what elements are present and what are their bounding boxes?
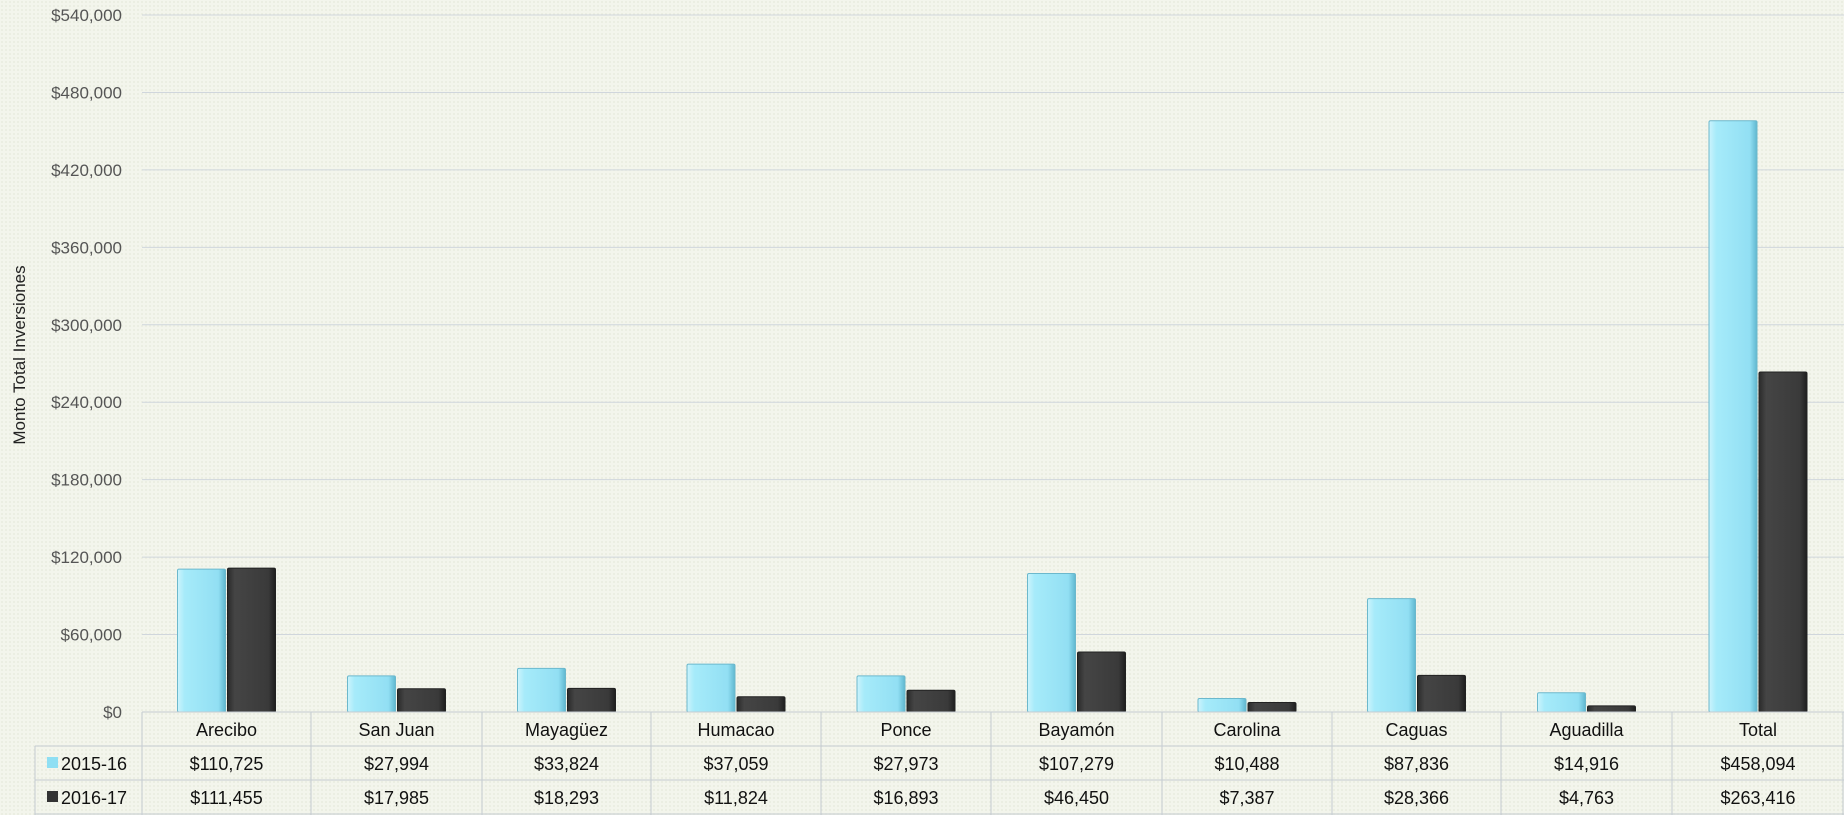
bar-2015-16-Bayamón <box>1027 573 1076 713</box>
category-label: Carolina <box>1213 720 1281 740</box>
data-table-cell: $111,455 <box>190 788 262 808</box>
category-label: Ponce <box>880 720 931 740</box>
data-table-cell: $87,836 <box>1384 754 1449 774</box>
bar-2015-16-Arecibo <box>177 568 226 713</box>
data-table-cell: $263,416 <box>1720 788 1795 808</box>
bar-2016-17-Carolina <box>1247 701 1297 713</box>
bars <box>142 120 1844 713</box>
gridlines <box>142 14 1844 636</box>
data-table-cell: $4,763 <box>1559 788 1614 808</box>
y-tick-label: $300,000 <box>51 316 122 335</box>
category-label: Aguadilla <box>1549 720 1624 740</box>
data-table-cell: $27,973 <box>873 754 938 774</box>
category-label: Arecibo <box>196 720 257 740</box>
data-table-cell: $18,293 <box>534 788 599 808</box>
data-table-cell: $458,094 <box>1720 754 1795 774</box>
data-table-cell: $17,985 <box>364 788 429 808</box>
data-table-cell: $14,916 <box>1554 754 1619 774</box>
bar-2016-17-Mayagüez <box>567 687 616 713</box>
bar-2016-17-Arecibo <box>227 567 276 713</box>
data-table-cell: $16,893 <box>873 788 938 808</box>
bar-2015-16-Caguas <box>1367 598 1416 713</box>
y-tick-label: $60,000 <box>61 626 122 645</box>
bar-2016-17-Total <box>1758 371 1808 713</box>
data-table-cell: $10,488 <box>1214 754 1279 774</box>
category-label: Bayamón <box>1038 720 1114 740</box>
data-table-cell: $107,279 <box>1039 754 1114 774</box>
data-table-cell: $110,725 <box>190 754 264 774</box>
y-tick-label: $420,000 <box>51 161 122 180</box>
y-tick-label: $0 <box>103 703 122 722</box>
y-tick-label: $240,000 <box>51 393 122 412</box>
bar-2015-16-Mayagüez <box>517 667 566 713</box>
data-table-cell: $46,450 <box>1044 788 1109 808</box>
bar-2015-16-Carolina <box>1197 697 1247 713</box>
data-table-cell: $11,824 <box>704 788 768 808</box>
bar-2016-17-Bayamón <box>1077 651 1126 713</box>
data-table-cell: $27,994 <box>364 754 429 774</box>
y-axis-label: Monto Total Inversiones <box>10 265 29 444</box>
y-tick-label: $360,000 <box>51 238 122 257</box>
bar-2016-17-Aguadilla <box>1587 705 1636 713</box>
bar-2016-17-Humacao <box>736 696 786 713</box>
bar-2016-17-Caguas <box>1417 674 1466 713</box>
bar-2016-17-San Juan <box>397 688 446 713</box>
legend-label: 2015-16 <box>61 754 127 774</box>
bar-2015-16-Humacao <box>686 663 736 713</box>
y-tick-label: $540,000 <box>51 6 122 25</box>
y-tick-label: $180,000 <box>51 471 122 490</box>
y-tick-label: $480,000 <box>51 83 122 102</box>
category-label: Total <box>1739 720 1777 740</box>
category-label: Mayagüez <box>525 720 608 740</box>
bar-2015-16-San Juan <box>347 675 396 713</box>
bar-2016-17-Ponce <box>906 689 956 713</box>
bar-2015-16-Ponce <box>856 675 906 713</box>
data-table-cell: $33,824 <box>534 754 599 774</box>
bar-2015-16-Aguadilla <box>1537 692 1586 713</box>
category-label: Humacao <box>697 720 774 740</box>
category-label: Caguas <box>1385 720 1447 740</box>
y-axis-ticks: $0 $60,000 $120,000 $180,000 $240,000 $300,00… <box>51 6 122 722</box>
bar-2015-16-Total <box>1708 120 1758 713</box>
data-table-cell: $7,387 <box>1219 788 1274 808</box>
data-table-cell: $37,059 <box>703 754 768 774</box>
legend-swatch <box>47 757 58 768</box>
legend-label: 2016-17 <box>61 788 127 808</box>
data-table: Arecibo San Juan Mayagüez Humacao Ponce Bayam… <box>34 711 1844 815</box>
category-label: San Juan <box>358 720 434 740</box>
data-table-cell: $28,366 <box>1384 788 1449 808</box>
legend-swatch <box>47 791 58 802</box>
y-tick-label: $120,000 <box>51 548 122 567</box>
